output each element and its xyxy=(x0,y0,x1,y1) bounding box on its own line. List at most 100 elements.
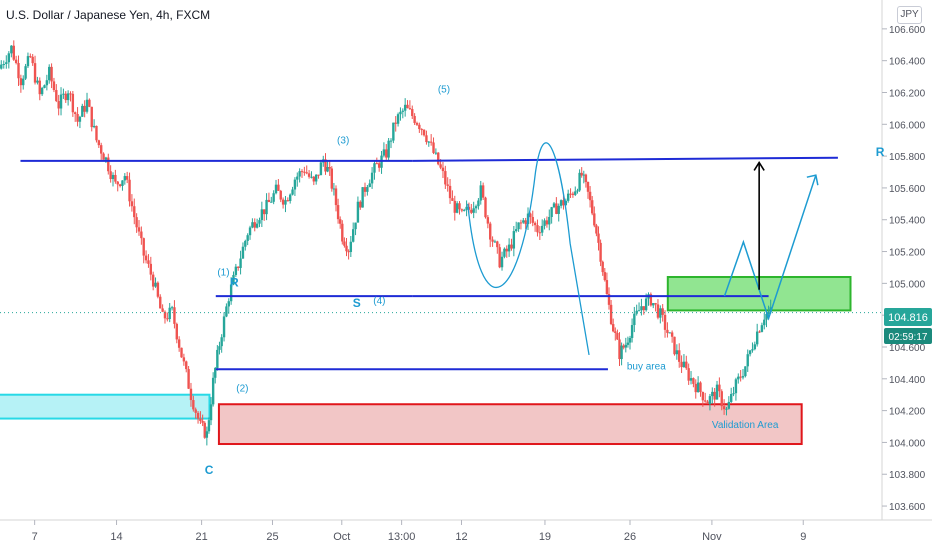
candle-body xyxy=(64,93,67,101)
x-tick-label: 25 xyxy=(266,531,278,543)
candle-body xyxy=(727,401,731,409)
candle-body xyxy=(670,332,674,337)
candle-body xyxy=(24,66,27,79)
candle-body xyxy=(272,193,275,202)
candle-body xyxy=(584,174,588,182)
y-tick-label: 104.400 xyxy=(889,375,926,386)
candle-body xyxy=(576,190,579,192)
candle-body xyxy=(114,174,117,182)
candle-body xyxy=(144,255,148,261)
wave-label: buy area xyxy=(627,361,666,372)
candle-body xyxy=(135,217,138,228)
candle-body xyxy=(753,344,757,350)
candle-body xyxy=(582,174,585,176)
candle-body xyxy=(755,331,759,345)
candle-body xyxy=(557,205,560,214)
candle-body xyxy=(569,193,572,195)
candle-body xyxy=(170,307,174,309)
x-tick-label: 13:00 xyxy=(388,531,416,543)
candle-body xyxy=(203,422,206,438)
candle-body xyxy=(614,331,617,333)
candle-body xyxy=(50,66,53,82)
wave-label: (2) xyxy=(236,384,248,395)
candle-body xyxy=(310,176,313,178)
candle-body xyxy=(137,227,141,232)
candle-body xyxy=(769,307,772,312)
y-tick-label: 103.800 xyxy=(889,470,926,481)
r-line-extension xyxy=(412,156,838,162)
candle-body xyxy=(415,122,419,125)
candle-body xyxy=(564,200,568,206)
candle-body xyxy=(175,323,178,340)
candle-body xyxy=(642,306,645,311)
candle-body xyxy=(227,301,230,307)
candle-body xyxy=(578,172,581,191)
candle-body xyxy=(66,93,70,101)
candle-body xyxy=(465,206,468,210)
candle-body xyxy=(406,104,409,109)
candle-body xyxy=(571,193,575,195)
candle-body xyxy=(545,220,549,225)
candle-body xyxy=(622,345,625,348)
candle-body xyxy=(605,280,609,295)
candle-body xyxy=(586,181,590,192)
candle-body xyxy=(599,242,602,262)
candle-body xyxy=(246,235,249,241)
candle-body xyxy=(2,64,5,66)
candle-body xyxy=(763,319,766,326)
currency-button[interactable]: JPY xyxy=(897,6,922,24)
candle-body xyxy=(601,261,604,273)
candle-body xyxy=(555,203,558,214)
candle-body xyxy=(130,201,134,207)
candle-body xyxy=(370,172,374,184)
candle-body xyxy=(720,391,723,407)
candle-body xyxy=(244,240,247,247)
y-tick-label: 105.800 xyxy=(889,152,926,163)
x-tick-label: 7 xyxy=(32,531,38,543)
candle-body xyxy=(548,216,551,225)
candle-body xyxy=(765,313,768,320)
candle-body xyxy=(477,200,480,207)
x-tick-label: 26 xyxy=(624,531,636,543)
candle-body xyxy=(630,325,634,338)
candle-body xyxy=(522,220,525,223)
candle-body xyxy=(467,206,471,210)
candle-body xyxy=(661,308,664,315)
wave-label: R xyxy=(230,276,239,290)
candle-body xyxy=(491,239,494,242)
candle-body xyxy=(366,187,369,192)
candle-body xyxy=(319,162,323,176)
candle-body xyxy=(699,382,702,393)
candle-body xyxy=(692,378,695,384)
candle-body xyxy=(209,404,213,421)
y-axis: 106.600 106.400 106.200 106.000 105.800 105.6… xyxy=(882,25,926,513)
projection-curve xyxy=(467,142,590,356)
candle-body xyxy=(403,104,407,111)
chart-title: U.S. Dollar / Japanese Yen, 4h, FXCM xyxy=(6,8,211,22)
candle-body xyxy=(696,382,700,393)
candle-body xyxy=(741,376,745,378)
candle-body xyxy=(97,140,101,146)
candle-body xyxy=(255,223,259,228)
candle-body xyxy=(673,336,676,355)
x-tick-label: 12 xyxy=(455,531,467,543)
wave-label: R xyxy=(876,145,885,159)
candle-body xyxy=(663,314,667,330)
candle-body xyxy=(680,361,683,368)
candle-body xyxy=(298,171,301,177)
candle-body xyxy=(52,81,56,91)
candle-body xyxy=(328,167,331,169)
candle-body xyxy=(429,141,433,143)
candle-body xyxy=(31,56,34,64)
candle-body xyxy=(314,174,318,182)
candle-body xyxy=(588,191,592,201)
candle-body xyxy=(207,420,211,432)
candle-body xyxy=(387,140,390,158)
candle-body xyxy=(538,232,542,234)
x-axis: 7 14 21 25 Oct 13:00 12 19 26 Nov 9 xyxy=(32,520,806,543)
candle-body xyxy=(277,184,280,191)
candle-body xyxy=(99,145,103,154)
candle-body xyxy=(29,56,32,58)
candle-body xyxy=(718,384,721,392)
